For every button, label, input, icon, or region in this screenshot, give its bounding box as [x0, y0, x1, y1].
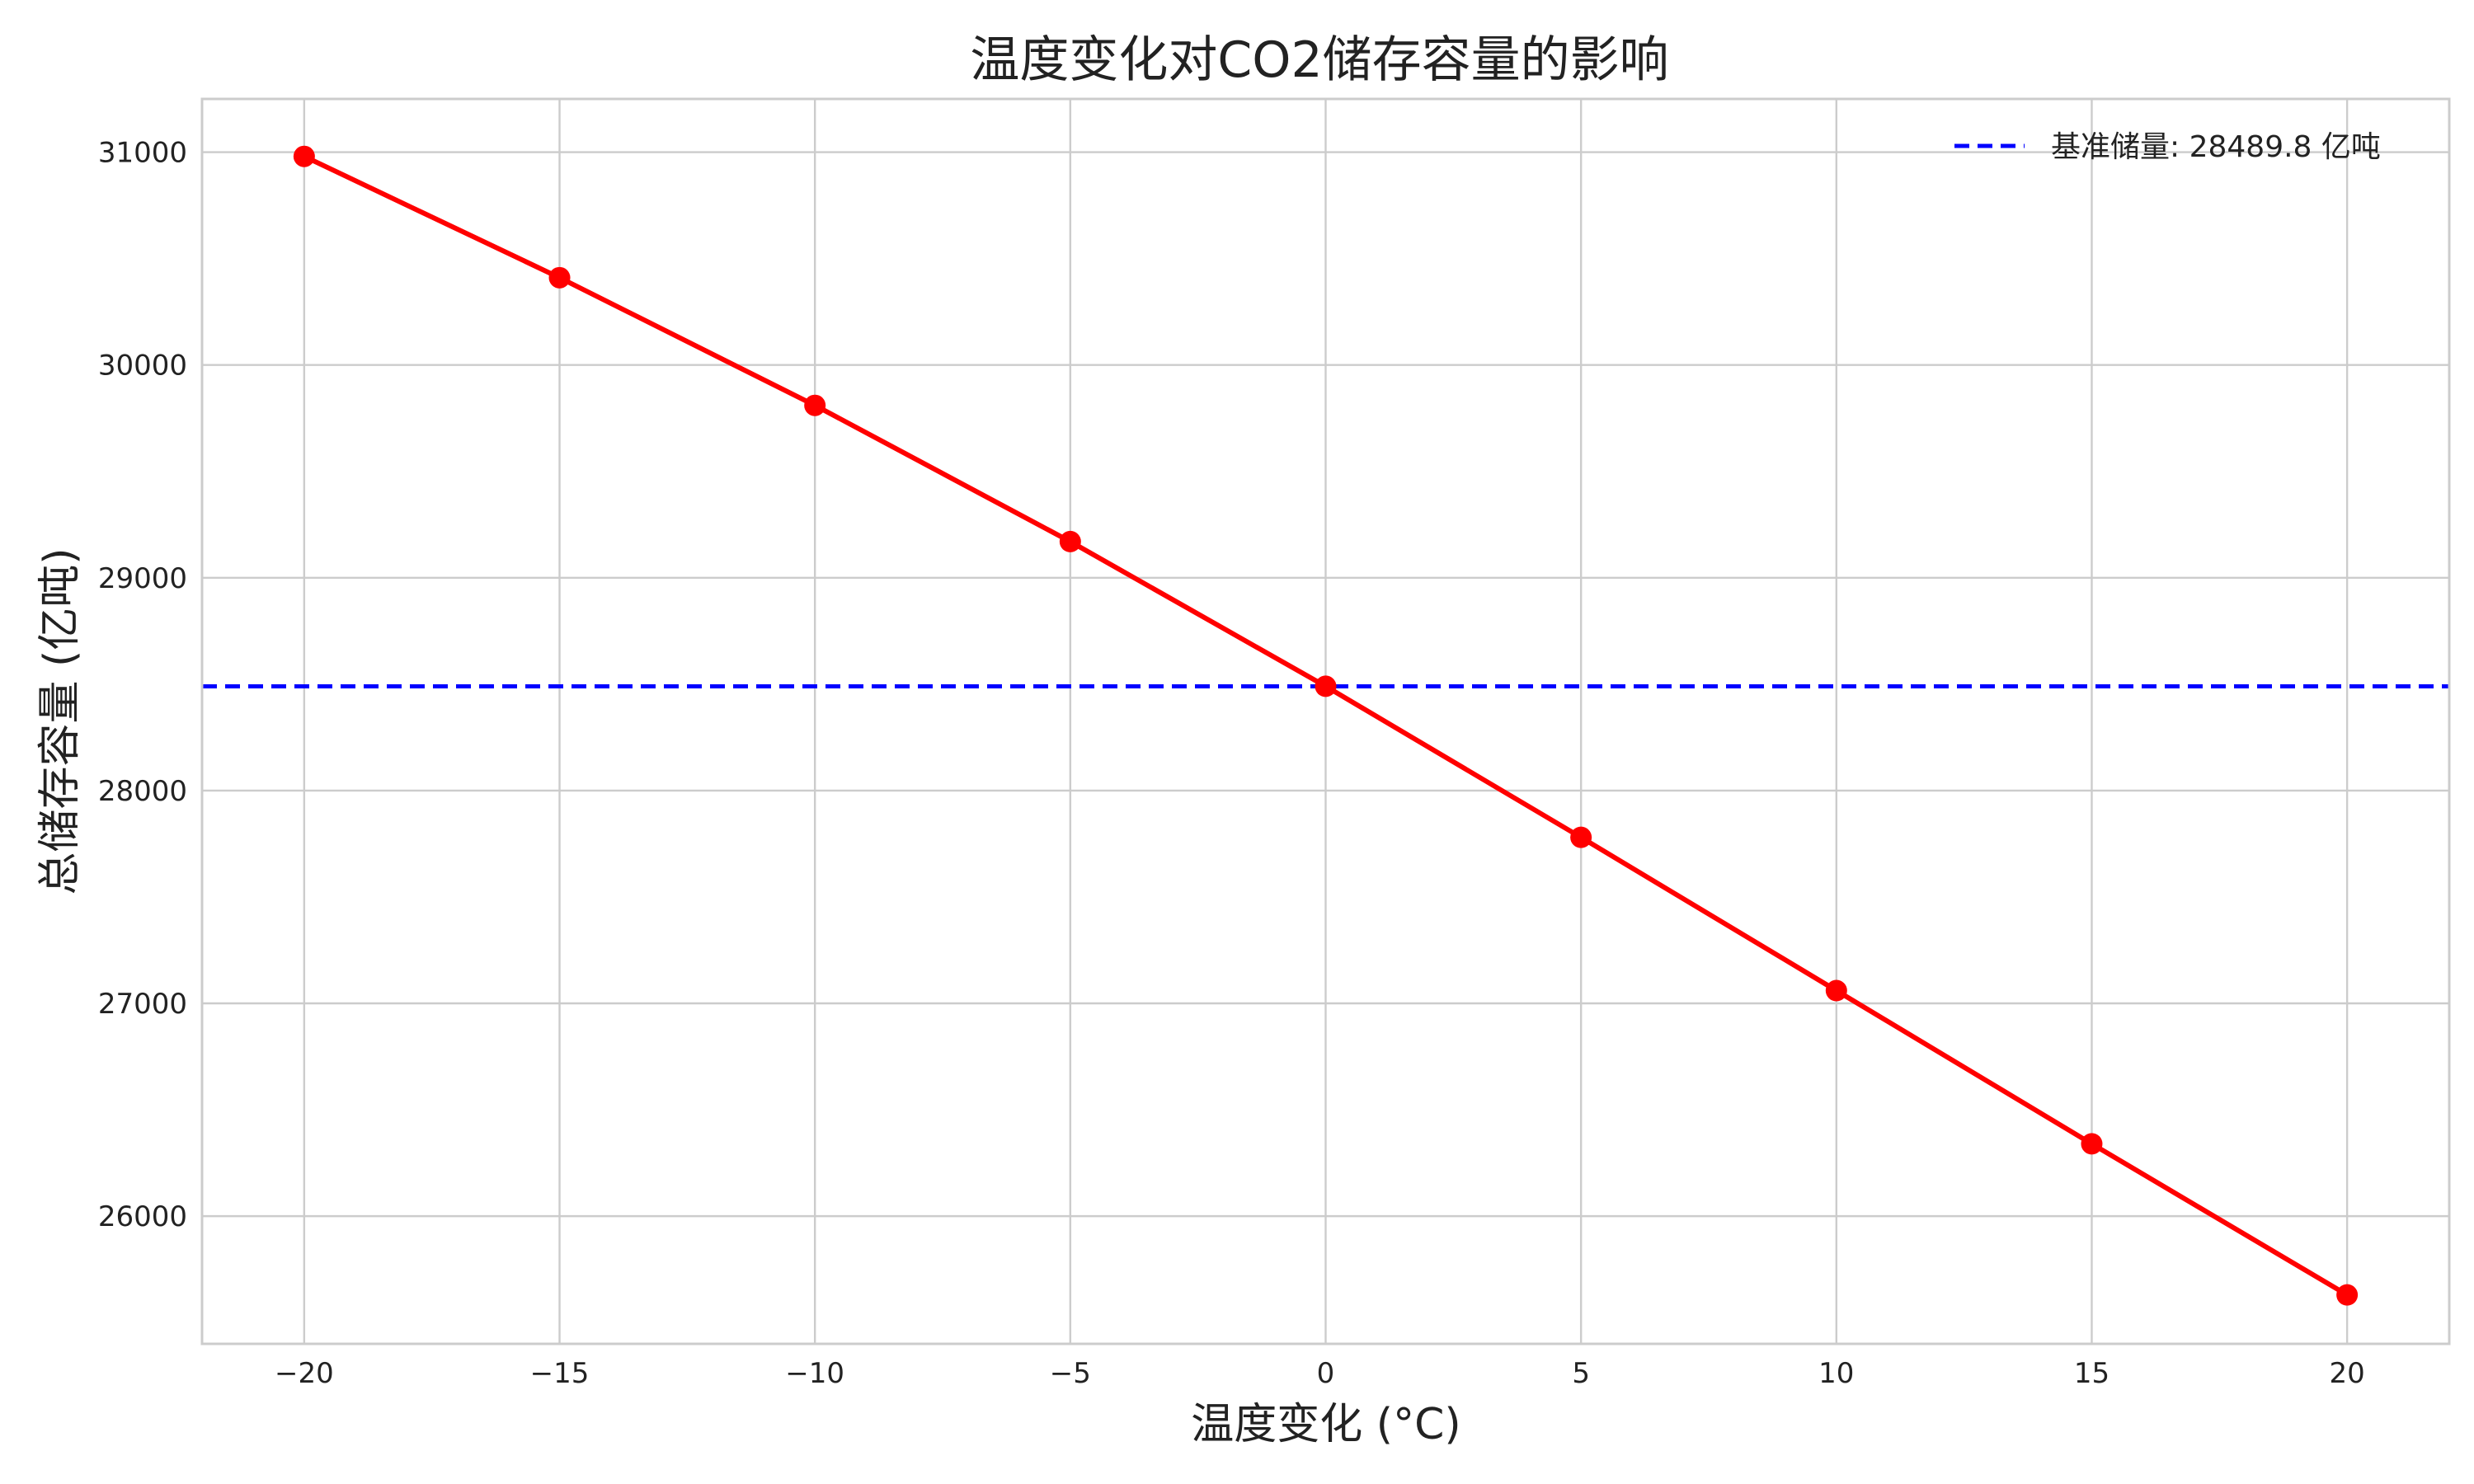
legend-label-reference-line: 基准储量: 28489.8 亿吨: [2051, 130, 2381, 164]
x-tick-labels: −20 −15 −10 −5 0 5 10 15 20: [275, 1357, 2365, 1390]
data-point: [1570, 826, 1592, 848]
legend: 基准储量: 28489.8 亿吨: [1954, 130, 2381, 164]
x-tick-label: 10: [1818, 1357, 1854, 1390]
y-tick-labels: 26000 27000 28000 29000 30000 31000: [98, 137, 187, 1234]
chart-title: 温度变化对CO2储存容量的影响: [970, 31, 1668, 89]
plot-frame: [200, 97, 2451, 1345]
data-point: [1825, 979, 1847, 1002]
data-point: [1315, 675, 1337, 697]
data-point: [2081, 1133, 2103, 1155]
y-tick-label: 28000: [98, 775, 187, 808]
x-tick-label: 15: [2074, 1357, 2109, 1390]
series-layer: [293, 145, 2359, 1306]
x-tick-label: −15: [530, 1357, 590, 1390]
x-tick-label: −5: [1050, 1357, 1091, 1390]
x-tick-label: 0: [1317, 1357, 1335, 1390]
y-axis-label: 总储存容量 (亿吨): [35, 547, 85, 895]
data-point: [2336, 1284, 2359, 1306]
grid-lines: [202, 99, 2449, 1344]
x-tick-label: −20: [275, 1357, 334, 1390]
x-tick-label: 5: [1572, 1357, 1590, 1390]
x-axis-label: 温度变化 (°C): [1191, 1400, 1460, 1449]
data-point: [1059, 530, 1081, 552]
x-tick-label: −10: [785, 1357, 844, 1390]
y-tick-label: 30000: [98, 350, 187, 383]
y-tick-label: 31000: [98, 137, 187, 170]
x-tick-label: 20: [2330, 1357, 2365, 1390]
data-point: [548, 266, 571, 289]
data-point: [804, 394, 826, 416]
y-tick-label: 26000: [98, 1200, 187, 1233]
y-tick-label: 29000: [98, 562, 187, 595]
y-tick-label: 27000: [98, 988, 187, 1021]
data-point: [293, 145, 315, 167]
